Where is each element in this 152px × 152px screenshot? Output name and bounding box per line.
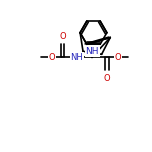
Text: NH: NH (70, 53, 83, 62)
Text: O: O (115, 53, 121, 62)
Text: O: O (104, 74, 111, 83)
Text: NH: NH (85, 47, 99, 56)
Text: O: O (48, 53, 55, 62)
Text: O: O (59, 32, 66, 41)
